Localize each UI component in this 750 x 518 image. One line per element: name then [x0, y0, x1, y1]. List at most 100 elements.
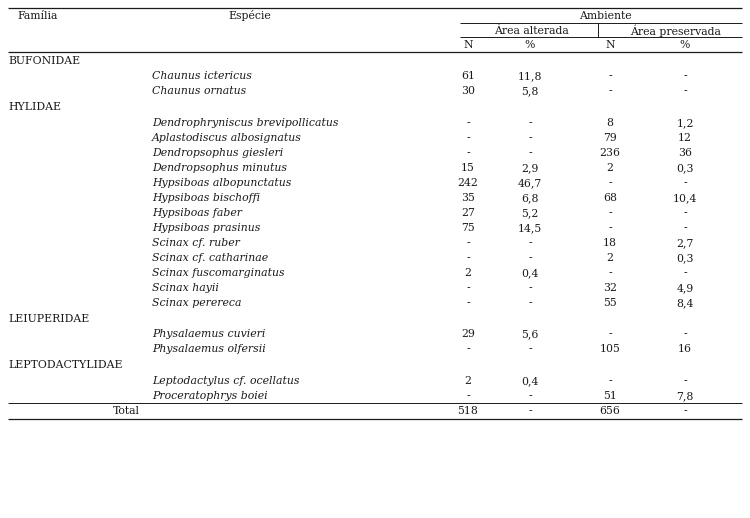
Text: 29: 29 — [461, 329, 475, 339]
Text: -: - — [466, 118, 470, 128]
Text: LEIUPERIDAE: LEIUPERIDAE — [8, 313, 89, 324]
Text: -: - — [466, 344, 470, 354]
Text: Total: Total — [113, 406, 140, 416]
Text: 6,8: 6,8 — [521, 193, 538, 203]
Text: LEPTODACTYLIDAE: LEPTODACTYLIDAE — [8, 360, 122, 370]
Text: 1,2: 1,2 — [676, 118, 694, 128]
Text: -: - — [528, 148, 532, 158]
Text: 36: 36 — [678, 148, 692, 158]
Text: 2,9: 2,9 — [521, 163, 538, 172]
Text: Scinax perereca: Scinax perereca — [152, 298, 242, 308]
Text: Scinax cf. ruber: Scinax cf. ruber — [152, 238, 240, 248]
Text: 79: 79 — [603, 133, 616, 143]
Text: 656: 656 — [599, 406, 620, 416]
Text: Scinax hayii: Scinax hayii — [152, 283, 219, 293]
Text: 5,2: 5,2 — [521, 208, 538, 218]
Text: Ambiente: Ambiente — [579, 11, 632, 21]
Text: -: - — [608, 376, 612, 386]
Text: -: - — [466, 238, 470, 248]
Text: -: - — [683, 406, 687, 416]
Text: 55: 55 — [603, 298, 616, 308]
Text: 27: 27 — [461, 208, 475, 218]
Text: 236: 236 — [599, 148, 620, 158]
Text: -: - — [608, 268, 612, 278]
Text: -: - — [683, 71, 687, 81]
Text: -: - — [528, 238, 532, 248]
Text: 0,4: 0,4 — [521, 268, 538, 278]
Text: 0,3: 0,3 — [676, 163, 694, 172]
Text: -: - — [683, 329, 687, 339]
Text: -: - — [528, 344, 532, 354]
Text: Chaunus ictericus: Chaunus ictericus — [152, 71, 252, 81]
Text: -: - — [683, 208, 687, 218]
Text: 5,6: 5,6 — [521, 329, 538, 339]
Text: %: % — [525, 40, 536, 50]
Text: Área alterada: Área alterada — [494, 25, 568, 36]
Text: 18: 18 — [603, 238, 617, 248]
Text: -: - — [683, 87, 687, 96]
Text: 2: 2 — [607, 253, 613, 263]
Text: -: - — [608, 178, 612, 188]
Text: -: - — [608, 208, 612, 218]
Text: Dendrophryniscus brevipollicatus: Dendrophryniscus brevipollicatus — [152, 118, 338, 128]
Text: 35: 35 — [461, 193, 475, 203]
Text: Leptodactylus cf. ocellatus: Leptodactylus cf. ocellatus — [152, 376, 299, 386]
Text: Aplastodiscus albosignatus: Aplastodiscus albosignatus — [152, 133, 302, 143]
Text: -: - — [528, 118, 532, 128]
Text: -: - — [466, 391, 470, 401]
Text: Physalaemus olfersii: Physalaemus olfersii — [152, 344, 266, 354]
Text: -: - — [528, 283, 532, 293]
Text: Scinax cf. catharinae: Scinax cf. catharinae — [152, 253, 268, 263]
Text: -: - — [466, 253, 470, 263]
Text: 242: 242 — [458, 178, 478, 188]
Text: 32: 32 — [603, 283, 617, 293]
Text: 51: 51 — [603, 391, 617, 401]
Text: -: - — [608, 329, 612, 339]
Text: Hypsiboas prasinus: Hypsiboas prasinus — [152, 223, 260, 233]
Text: -: - — [608, 223, 612, 233]
Text: 0,4: 0,4 — [521, 376, 538, 386]
Text: 105: 105 — [599, 344, 620, 354]
Text: 2: 2 — [607, 163, 613, 172]
Text: Família: Família — [18, 11, 58, 21]
Text: 7,8: 7,8 — [676, 391, 694, 401]
Text: N: N — [605, 40, 615, 50]
Text: 12: 12 — [678, 133, 692, 143]
Text: -: - — [466, 298, 470, 308]
Text: -: - — [528, 406, 532, 416]
Text: -: - — [608, 71, 612, 81]
Text: Área preservada: Área preservada — [631, 24, 722, 37]
Text: Hypsiboas bischoffi: Hypsiboas bischoffi — [152, 193, 260, 203]
Text: -: - — [528, 298, 532, 308]
Text: Scinax fuscomarginatus: Scinax fuscomarginatus — [152, 268, 285, 278]
Text: Dendropsophus giesleri: Dendropsophus giesleri — [152, 148, 284, 158]
Text: -: - — [683, 223, 687, 233]
Text: Hypsiboas albopunctatus: Hypsiboas albopunctatus — [152, 178, 291, 188]
Text: 11,8: 11,8 — [518, 71, 542, 81]
Text: 4,9: 4,9 — [676, 283, 694, 293]
Text: 2,7: 2,7 — [676, 238, 694, 248]
Text: Hypsiboas faber: Hypsiboas faber — [152, 208, 242, 218]
Text: %: % — [680, 40, 690, 50]
Text: -: - — [528, 391, 532, 401]
Text: 518: 518 — [458, 406, 478, 416]
Text: HYLIDAE: HYLIDAE — [8, 102, 61, 112]
Text: Espécie: Espécie — [229, 10, 272, 21]
Text: -: - — [466, 133, 470, 143]
Text: Physalaemus cuvieri: Physalaemus cuvieri — [152, 329, 266, 339]
Text: 8,4: 8,4 — [676, 298, 694, 308]
Text: -: - — [608, 87, 612, 96]
Text: 14,5: 14,5 — [518, 223, 542, 233]
Text: -: - — [466, 148, 470, 158]
Text: 2: 2 — [464, 376, 472, 386]
Text: -: - — [528, 133, 532, 143]
Text: 15: 15 — [461, 163, 475, 172]
Text: Chaunus ornatus: Chaunus ornatus — [152, 87, 246, 96]
Text: 16: 16 — [678, 344, 692, 354]
Text: 10,4: 10,4 — [673, 193, 698, 203]
Text: 5,8: 5,8 — [521, 87, 538, 96]
Text: -: - — [683, 268, 687, 278]
Text: -: - — [466, 283, 470, 293]
Text: -: - — [528, 253, 532, 263]
Text: 30: 30 — [461, 87, 475, 96]
